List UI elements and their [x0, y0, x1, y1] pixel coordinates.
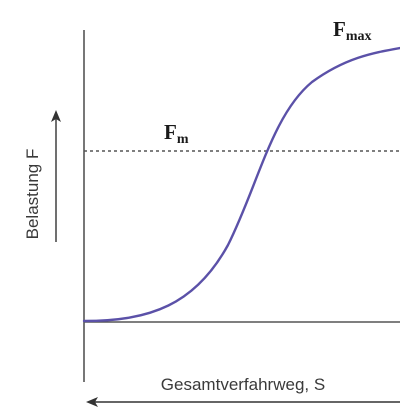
fm-label-sub: m: [177, 132, 189, 147]
fmax-label: Fmax: [333, 17, 372, 44]
x-span-arrow: [86, 397, 400, 407]
load-curve: [82, 46, 400, 323]
x-axis-label: Gesamtverfahrweg, S: [161, 375, 325, 394]
x-span-arrow-head: [86, 397, 98, 407]
fmax-label-sub: max: [346, 29, 372, 44]
fm-label: Fm: [164, 120, 189, 147]
y-axis-label: Belastung F: [23, 149, 42, 240]
y-axis-arrow: [51, 110, 61, 242]
fmax-label-main: F: [333, 17, 346, 41]
fm-label-main: F: [164, 120, 177, 144]
y-axis-arrow-head: [51, 110, 61, 122]
